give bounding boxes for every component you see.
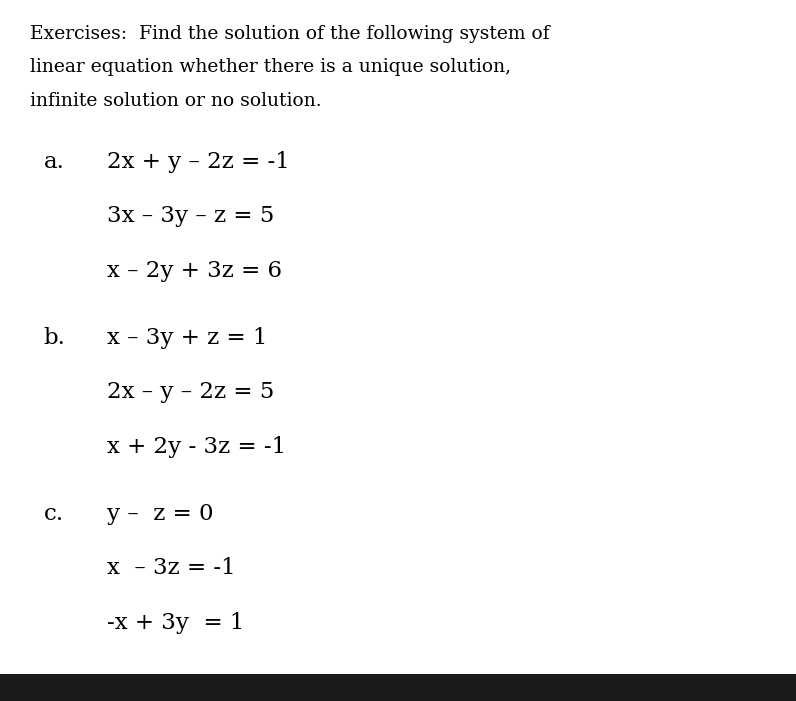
Text: x – 3y + z = 1: x – 3y + z = 1: [107, 327, 267, 348]
Text: b.: b.: [44, 327, 65, 348]
Text: 3x – 3y – z = 5: 3x – 3y – z = 5: [107, 205, 275, 227]
Text: linear equation whether there is a unique solution,: linear equation whether there is a uniqu…: [30, 58, 511, 76]
Text: x + 2y - 3z = -1: x + 2y - 3z = -1: [107, 436, 287, 458]
Text: x  – 3z = -1: x – 3z = -1: [107, 557, 236, 579]
Text: 2x – y – 2z = 5: 2x – y – 2z = 5: [107, 381, 275, 403]
Text: a.: a.: [44, 151, 64, 172]
FancyBboxPatch shape: [0, 674, 796, 701]
Text: Exercises:  Find the solution of the following system of: Exercises: Find the solution of the foll…: [30, 25, 550, 43]
Text: x – 2y + 3z = 6: x – 2y + 3z = 6: [107, 260, 283, 282]
Text: c.: c.: [44, 503, 64, 524]
Text: -x + 3y  = 1: -x + 3y = 1: [107, 612, 245, 634]
Text: 2x + y – 2z = -1: 2x + y – 2z = -1: [107, 151, 291, 172]
Text: y –  z = 0: y – z = 0: [107, 503, 214, 524]
Text: infinite solution or no solution.: infinite solution or no solution.: [30, 92, 322, 110]
